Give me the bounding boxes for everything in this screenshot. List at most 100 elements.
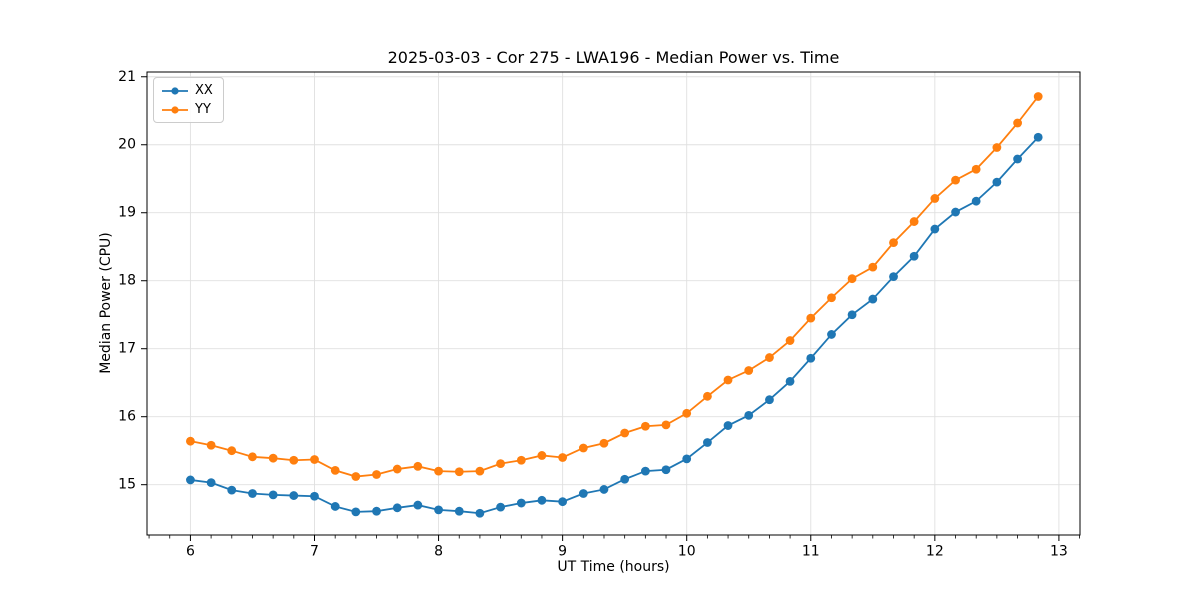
y-tick-label: 16 bbox=[118, 409, 136, 425]
series-yy-markers bbox=[186, 92, 1043, 481]
data-point bbox=[889, 272, 898, 282]
data-point bbox=[516, 498, 526, 508]
data-point bbox=[454, 467, 464, 477]
legend-entry-yy: YY bbox=[162, 102, 213, 117]
x-tick-label: 11 bbox=[802, 544, 820, 560]
data-point bbox=[392, 503, 402, 513]
data-point bbox=[289, 491, 299, 500]
legend-line-sample-yy-icon bbox=[162, 105, 188, 114]
y-tick-label: 18 bbox=[118, 273, 136, 289]
y-tick-label: 20 bbox=[118, 137, 136, 153]
data-point bbox=[765, 353, 774, 362]
data-point bbox=[661, 420, 671, 430]
data-point bbox=[847, 274, 857, 284]
data-point bbox=[268, 453, 278, 463]
data-point bbox=[723, 421, 733, 430]
legend-line-sample-xx-icon bbox=[162, 86, 188, 95]
data-point bbox=[620, 428, 630, 438]
data-point bbox=[372, 470, 381, 479]
data-point bbox=[351, 472, 361, 481]
y-tick-label: 17 bbox=[118, 341, 136, 357]
data-point bbox=[868, 294, 878, 304]
data-point bbox=[723, 375, 733, 385]
data-point bbox=[248, 489, 257, 498]
data-point bbox=[1013, 154, 1022, 164]
x-tick-label: 7 bbox=[310, 544, 319, 560]
data-point bbox=[413, 500, 423, 510]
data-point bbox=[682, 454, 692, 464]
data-point bbox=[558, 453, 568, 462]
data-point bbox=[744, 366, 754, 375]
data-point bbox=[682, 408, 692, 418]
y-gridlines bbox=[147, 76, 1080, 486]
data-point bbox=[599, 438, 609, 448]
x-tick-label: 9 bbox=[558, 544, 567, 560]
data-point bbox=[703, 391, 712, 401]
data-point bbox=[806, 353, 816, 363]
plot-border bbox=[146, 71, 1081, 536]
data-point bbox=[806, 313, 816, 323]
y-axis-label: Median Power (CPU) bbox=[98, 232, 114, 374]
data-point bbox=[1033, 132, 1043, 142]
x-axis-label: UT Time (hours) bbox=[557, 559, 670, 575]
data-point bbox=[310, 491, 319, 501]
data-point bbox=[289, 455, 299, 465]
data-point bbox=[785, 336, 795, 345]
data-point bbox=[578, 443, 588, 453]
data-point bbox=[909, 251, 919, 261]
data-point bbox=[330, 466, 340, 475]
data-point bbox=[227, 446, 237, 456]
data-point bbox=[640, 466, 650, 476]
data-point bbox=[661, 465, 671, 475]
chart-title: 2025-03-03 - Cor 275 - LWA196 - Median P… bbox=[387, 48, 840, 67]
data-point bbox=[1013, 118, 1022, 128]
data-point bbox=[930, 224, 940, 234]
data-point bbox=[537, 495, 547, 505]
data-point bbox=[992, 177, 1002, 187]
data-point bbox=[413, 461, 423, 471]
data-point bbox=[475, 466, 485, 476]
data-point bbox=[268, 490, 278, 500]
x-tick-label: 12 bbox=[926, 544, 944, 560]
data-point bbox=[330, 502, 340, 511]
data-point bbox=[1033, 92, 1043, 101]
x-gridlines bbox=[189, 72, 1060, 535]
data-point bbox=[599, 485, 609, 494]
data-point bbox=[392, 464, 402, 474]
series-xx-markers bbox=[186, 132, 1043, 518]
data-point bbox=[206, 440, 216, 450]
x-tick-label: 8 bbox=[434, 544, 443, 560]
legend-entry-xx: XX bbox=[162, 83, 213, 98]
data-point bbox=[248, 452, 257, 462]
data-point bbox=[765, 395, 774, 405]
data-point bbox=[351, 507, 361, 517]
data-point bbox=[930, 194, 940, 203]
data-point bbox=[516, 455, 526, 465]
data-point bbox=[909, 217, 919, 226]
data-point bbox=[454, 506, 464, 516]
series-yy-line bbox=[190, 95, 1039, 478]
y-tick-label: 21 bbox=[118, 69, 136, 85]
data-point bbox=[640, 421, 650, 431]
data-point bbox=[578, 489, 588, 498]
data-point bbox=[496, 459, 505, 469]
data-point bbox=[227, 485, 237, 495]
data-point bbox=[206, 478, 216, 488]
data-point bbox=[434, 466, 443, 476]
data-point bbox=[372, 506, 381, 516]
data-point bbox=[703, 438, 712, 447]
data-point bbox=[310, 455, 319, 464]
data-point bbox=[475, 508, 485, 518]
data-point bbox=[868, 262, 878, 272]
data-point bbox=[847, 310, 857, 320]
data-point bbox=[558, 497, 568, 507]
data-point bbox=[827, 330, 836, 339]
x-axis-ticks bbox=[189, 535, 1060, 541]
legend-label-yy: YY bbox=[195, 102, 211, 117]
data-point bbox=[889, 238, 898, 248]
data-point bbox=[434, 505, 443, 515]
data-point bbox=[951, 175, 960, 185]
data-point bbox=[620, 474, 630, 484]
